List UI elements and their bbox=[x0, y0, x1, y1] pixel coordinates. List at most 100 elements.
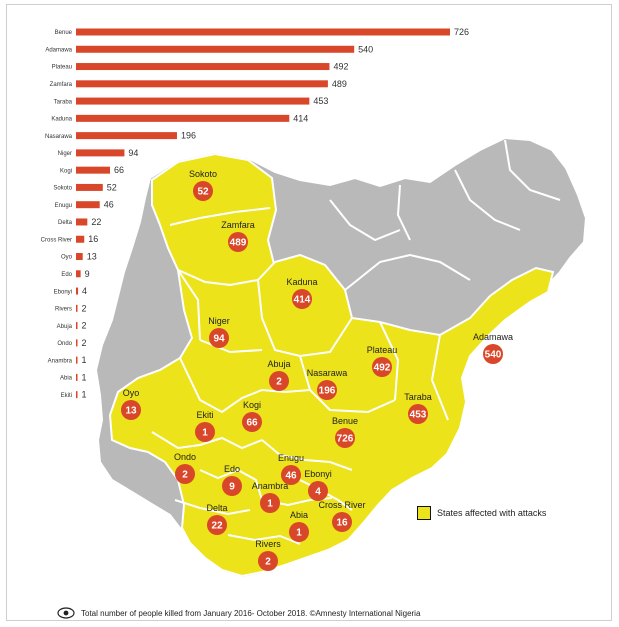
state-marker: Adamawa 540 bbox=[473, 332, 513, 364]
state-value-label: 2 bbox=[182, 470, 188, 481]
bar-category-label: Ekiti bbox=[61, 393, 72, 399]
bar-category-label: Anambra bbox=[48, 358, 73, 364]
bar bbox=[76, 235, 85, 243]
bar-category-label: Plateau bbox=[52, 65, 72, 71]
state-marker: Rivers 2 bbox=[255, 539, 281, 571]
bar-value-label: 16 bbox=[88, 234, 98, 244]
caption: Total number of people killed from Janua… bbox=[57, 607, 420, 619]
state-value-label: 726 bbox=[337, 434, 354, 445]
state-marker: Ebonyi 4 bbox=[304, 469, 332, 501]
state-value-label: 196 bbox=[319, 386, 336, 397]
value-bubble bbox=[281, 465, 301, 485]
state-name-label: Ekiti bbox=[196, 410, 213, 420]
value-bubble bbox=[242, 412, 262, 432]
state-name-label: Nasarawa bbox=[307, 368, 348, 378]
bar-category-label: Nasarawa bbox=[45, 134, 73, 140]
value-bubble bbox=[308, 481, 328, 501]
state-marker: Ekiti 1 bbox=[195, 410, 215, 442]
state-value-label: 52 bbox=[197, 187, 209, 198]
state-name-label: Abuja bbox=[267, 359, 290, 369]
bar bbox=[76, 97, 310, 105]
bar-value-label: 196 bbox=[181, 131, 196, 141]
bar-category-label: Zamfara bbox=[50, 82, 73, 88]
state-value-label: 13 bbox=[125, 406, 137, 417]
bar-category-label: Sokoto bbox=[53, 186, 72, 192]
state-value-label: 16 bbox=[336, 518, 348, 529]
bar bbox=[76, 63, 330, 71]
bar bbox=[76, 28, 450, 36]
value-bubble bbox=[222, 476, 242, 496]
bar-category-label: Kaduna bbox=[51, 117, 72, 123]
bar-value-label: 66 bbox=[114, 165, 124, 175]
bar bbox=[76, 132, 177, 140]
bar-value-label: 1 bbox=[82, 372, 87, 382]
bar bbox=[76, 339, 78, 347]
bar-category-label: Kogi bbox=[60, 168, 72, 174]
bar bbox=[76, 287, 79, 295]
state-value-label: 46 bbox=[285, 471, 297, 482]
bar bbox=[76, 149, 125, 157]
state-marker: Taraba 453 bbox=[404, 392, 432, 424]
state-name-label: Sokoto bbox=[189, 169, 217, 179]
bar-value-label: 2 bbox=[82, 338, 87, 348]
state-name-label: Cross River bbox=[318, 500, 365, 510]
bar bbox=[76, 391, 78, 399]
bar-category-label: Rivers bbox=[55, 307, 72, 313]
state-marker: Nasarawa 196 bbox=[307, 368, 348, 400]
bar bbox=[76, 166, 110, 174]
value-bubble bbox=[332, 512, 352, 532]
bar-value-label: 13 bbox=[87, 252, 97, 262]
bar bbox=[76, 253, 83, 261]
eye-icon bbox=[57, 607, 75, 619]
bar bbox=[76, 45, 355, 53]
state-name-label: Kaduna bbox=[286, 277, 317, 287]
bar-category-label: Adamawa bbox=[45, 47, 72, 53]
state-borders bbox=[151, 139, 561, 545]
state-value-label: 489 bbox=[230, 238, 247, 249]
state-name-label: Anambra bbox=[252, 481, 289, 491]
bar-category-label: Taraba bbox=[54, 99, 73, 105]
caption-text: Total number of people killed from Janua… bbox=[81, 608, 421, 618]
value-bubble bbox=[483, 344, 503, 364]
state-marker: Cross River 16 bbox=[318, 500, 366, 532]
state-value-label: 9 bbox=[229, 482, 235, 493]
state-name-label: Kogi bbox=[243, 400, 261, 410]
bar-value-label: 94 bbox=[128, 148, 138, 158]
state-marker: Abuja 2 bbox=[267, 359, 291, 391]
state-name-label: Adamawa bbox=[473, 332, 513, 342]
bar-category-label: Cross River bbox=[41, 237, 72, 243]
value-bubble bbox=[269, 371, 289, 391]
bar-value-label: 1 bbox=[82, 390, 87, 400]
bar bbox=[76, 322, 78, 330]
bar-value-label: 52 bbox=[107, 182, 117, 192]
state-value-label: 414 bbox=[294, 295, 311, 306]
state-marker: Delta 22 bbox=[206, 503, 228, 535]
state-value-label: 1 bbox=[202, 428, 208, 439]
bar-category-label: Benue bbox=[55, 30, 73, 36]
bar-category-label: Edo bbox=[61, 272, 72, 278]
state-name-label: Oyo bbox=[123, 388, 140, 398]
value-bubble bbox=[335, 428, 355, 448]
state-name-label: Ebonyi bbox=[304, 469, 332, 479]
state-marker: Anambra 1 bbox=[252, 481, 289, 513]
bar-value-label: 2 bbox=[82, 303, 87, 313]
value-bubble bbox=[228, 232, 248, 252]
value-bubble bbox=[209, 328, 229, 348]
bar-value-label: 540 bbox=[358, 44, 373, 54]
bar-category-label: Delta bbox=[58, 220, 73, 226]
state-marker: Zamfara 489 bbox=[221, 220, 255, 252]
state-value-label: 1 bbox=[296, 528, 302, 539]
state-value-label: 66 bbox=[246, 418, 258, 429]
legend-label: States affected with attacks bbox=[437, 508, 547, 518]
state-value-label: 4 bbox=[315, 487, 321, 498]
state-name-label: Taraba bbox=[404, 392, 432, 402]
state-marker: Enugu 46 bbox=[278, 453, 304, 485]
bar-value-label: 726 bbox=[454, 27, 469, 37]
bar-value-label: 453 bbox=[313, 96, 328, 106]
bar bbox=[76, 201, 100, 209]
bar-value-label: 1 bbox=[82, 355, 87, 365]
state-marker: Niger 94 bbox=[208, 316, 230, 348]
state-name-label: Rivers bbox=[255, 539, 281, 549]
state-name-label: Enugu bbox=[278, 453, 304, 463]
